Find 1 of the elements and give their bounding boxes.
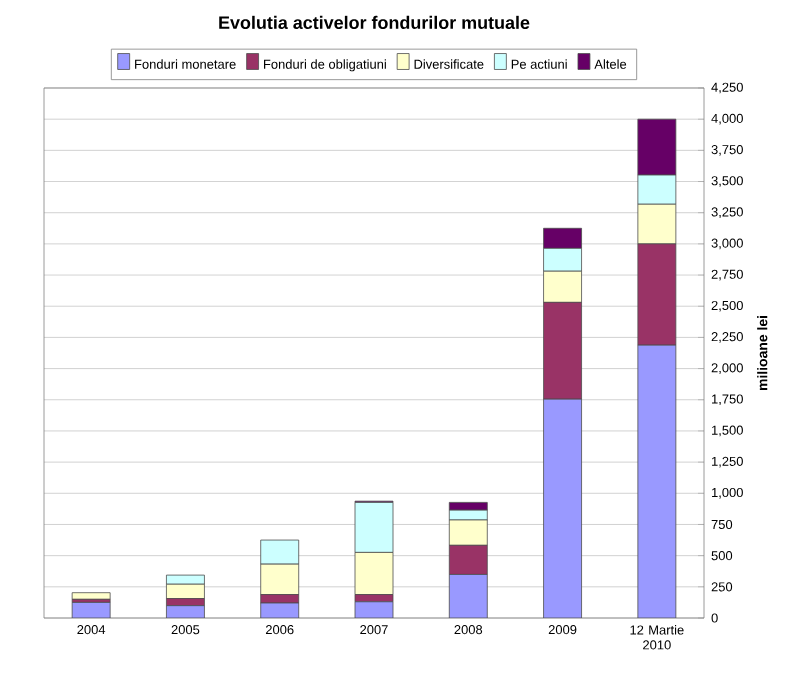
chart-title: Evolutia activelor fondurilor mutuale — [219, 15, 530, 30]
